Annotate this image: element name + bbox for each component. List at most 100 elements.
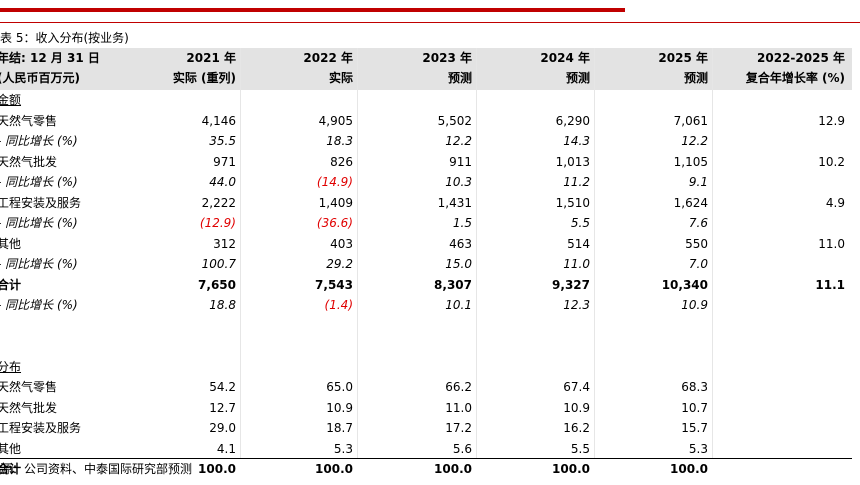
item-row-label: 工程安装及服务 bbox=[0, 195, 82, 210]
item-row-value: 65.0 bbox=[326, 380, 353, 394]
item-row-value: 10.9 bbox=[326, 400, 353, 415]
item-row-label: 工程安装及服务 bbox=[0, 421, 82, 435]
item-row-value: 1,409 bbox=[318, 195, 353, 210]
growth-row-value: (14.9) bbox=[316, 175, 353, 189]
total-row-cagr: 11.1 bbox=[815, 277, 845, 292]
growth-row-value: 5.5 bbox=[570, 216, 590, 230]
growth-row-value: 100.7 bbox=[201, 257, 236, 271]
item-row-label: 天然气批发 bbox=[0, 154, 58, 169]
growth-row-value: 10.1 bbox=[445, 298, 472, 312]
total-row-value: 10,340 bbox=[661, 277, 708, 292]
total-row-value: 8,307 bbox=[434, 277, 472, 292]
total-row-value: 100.0 bbox=[315, 462, 353, 476]
total-row-value: 7,650 bbox=[198, 277, 236, 292]
item-row-value: 54.2 bbox=[209, 380, 236, 394]
item-row-value: 4,905 bbox=[318, 113, 353, 128]
item-row-value: 29.0 bbox=[209, 421, 236, 435]
item-row-value: 5.3 bbox=[333, 441, 353, 456]
item-row-cagr: 11.0 bbox=[818, 236, 845, 251]
item-row-value: 514 bbox=[567, 236, 590, 251]
header-cell: 2025 年 bbox=[658, 51, 708, 65]
item-row-cagr: 12.9 bbox=[818, 113, 845, 128]
item-row-value: 1,105 bbox=[673, 154, 708, 169]
growth-row-value: 18.3 bbox=[326, 134, 353, 148]
item-row-value: 68.3 bbox=[681, 380, 708, 394]
item-row-value: 312 bbox=[213, 236, 236, 251]
header-cell: 实际 bbox=[328, 71, 353, 85]
header-cell: 实际 (重列) bbox=[172, 71, 236, 85]
source: 来源：公司资料、中泰国际研究部预测 bbox=[0, 462, 193, 476]
item-row-cagr: 4.9 bbox=[825, 195, 845, 210]
growth-row-value: (12.9) bbox=[199, 216, 236, 230]
item-row-value: 1,510 bbox=[555, 195, 590, 210]
item-row-value: 11.0 bbox=[445, 400, 472, 415]
item-row-value: 66.2 bbox=[445, 380, 472, 394]
item-row-value: 4,146 bbox=[201, 113, 236, 128]
item-row-value: 1,431 bbox=[437, 195, 472, 210]
total-row-value: 100.0 bbox=[198, 462, 236, 476]
header-cell: (人民币百万元) bbox=[0, 71, 80, 85]
growth-row-value: 18.8 bbox=[209, 298, 236, 312]
growth-row-value: 7.6 bbox=[688, 216, 708, 230]
header-cell: 预测 bbox=[683, 71, 708, 85]
growth-row-value: 11.0 bbox=[563, 257, 590, 271]
item-row-value: 550 bbox=[685, 236, 708, 251]
header-cell: 预测 bbox=[447, 71, 472, 85]
item-row-label: 其他 bbox=[0, 236, 22, 251]
column-rule bbox=[240, 48, 241, 458]
growth-row-value: 10.9 bbox=[681, 298, 708, 312]
growth-row-value: 15.0 bbox=[445, 257, 472, 271]
item-row-value: 15.7 bbox=[681, 421, 708, 435]
item-row-value: 12.7 bbox=[209, 400, 236, 415]
growth-row-value: 12.2 bbox=[445, 134, 472, 148]
item-row-label: 其他 bbox=[0, 441, 22, 456]
top-rule bbox=[0, 22, 860, 23]
total-row-value: 100.0 bbox=[670, 462, 708, 476]
header-cell: 2023 年 bbox=[422, 51, 472, 65]
column-rule bbox=[712, 48, 713, 458]
header-cell: 年结: 12 月 31 日 bbox=[0, 51, 100, 65]
total-row-value: 9,327 bbox=[552, 277, 590, 292]
growth-row-label: - 同比增长 (%) bbox=[0, 175, 78, 189]
growth-row-value: 7.0 bbox=[688, 257, 708, 271]
header-bg bbox=[0, 48, 852, 90]
item-row-value: 403 bbox=[330, 236, 353, 251]
header-cell: 复合年增长率 (%) bbox=[745, 71, 845, 85]
item-row-value: 826 bbox=[330, 154, 353, 169]
growth-row-label: - 同比增长 (%) bbox=[0, 257, 78, 271]
section-title: 金额 bbox=[0, 93, 22, 107]
caption: 图表 5：收入分布(按业务) bbox=[0, 31, 129, 45]
item-row-value: 5.6 bbox=[452, 441, 472, 456]
item-row-label: 天然气零售 bbox=[0, 380, 58, 394]
growth-row-value: 29.2 bbox=[326, 257, 353, 271]
column-rule bbox=[594, 48, 595, 458]
total-row-value: 7,543 bbox=[315, 277, 353, 292]
item-row-value: 971 bbox=[213, 154, 236, 169]
item-row-value: 2,222 bbox=[201, 195, 236, 210]
item-row-value: 463 bbox=[449, 236, 472, 251]
item-row-cagr: 10.2 bbox=[818, 154, 845, 169]
header-cell: 2024 年 bbox=[540, 51, 590, 65]
growth-row-value: 44.0 bbox=[209, 175, 236, 189]
total-row-label: 合计 bbox=[0, 277, 22, 292]
growth-row-value: (36.6) bbox=[316, 216, 353, 230]
growth-row-value: 14.3 bbox=[563, 134, 590, 148]
item-row-value: 10.7 bbox=[681, 400, 708, 415]
item-row-label: 天然气零售 bbox=[0, 113, 58, 128]
growth-row-value: 12.3 bbox=[563, 298, 590, 312]
item-row-value: 1,013 bbox=[555, 154, 590, 169]
item-row-value: 911 bbox=[449, 154, 472, 169]
column-rule bbox=[476, 48, 477, 458]
total-row-value: 100.0 bbox=[552, 462, 590, 476]
header-cell: 2021 年 bbox=[186, 51, 236, 65]
top-bar bbox=[0, 8, 625, 12]
header-cell: 2022-2025 年 bbox=[757, 51, 845, 65]
growth-row-label: - 同比增长 (%) bbox=[0, 298, 78, 312]
item-row-value: 17.2 bbox=[445, 421, 472, 435]
growth-row-value: (1.4) bbox=[324, 298, 353, 312]
item-row-value: 5.3 bbox=[688, 441, 708, 456]
item-row-value: 10.9 bbox=[563, 400, 590, 415]
item-row-value: 1,624 bbox=[673, 195, 708, 210]
item-row-value: 67.4 bbox=[563, 380, 590, 394]
